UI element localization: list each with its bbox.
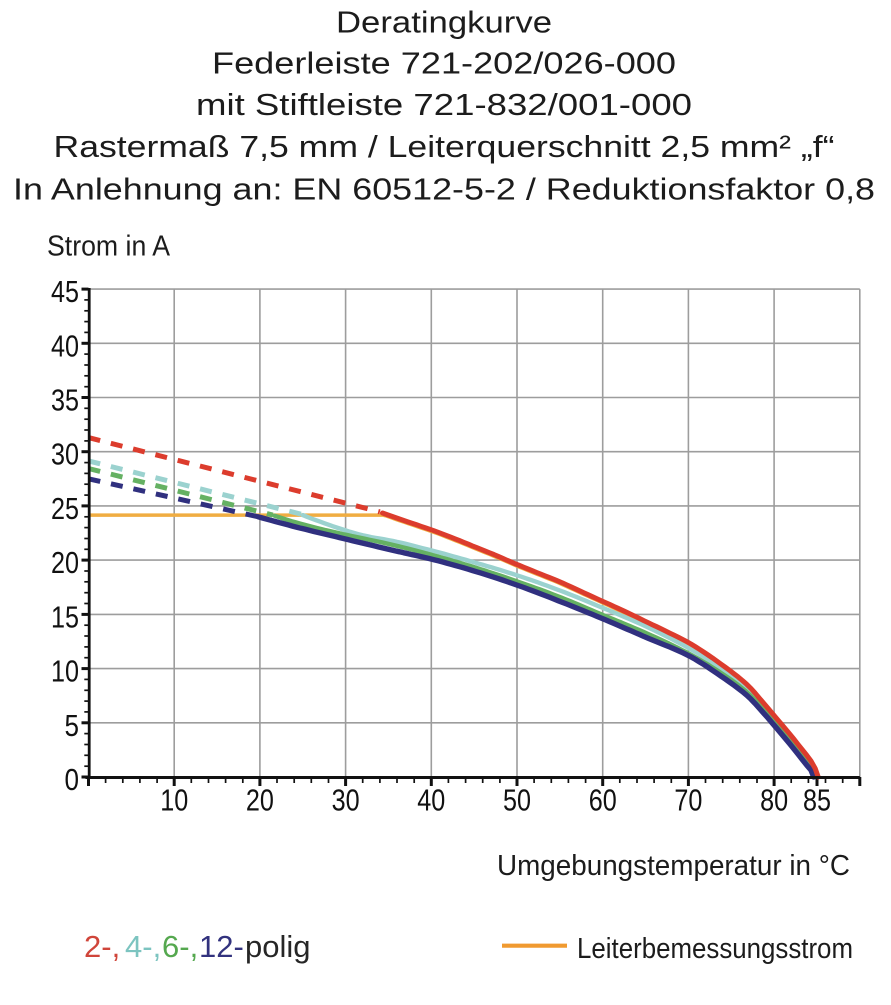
- svg-text:12-: 12-: [199, 929, 244, 964]
- svg-text:10: 10: [51, 654, 79, 689]
- svg-text:70: 70: [674, 783, 702, 818]
- svg-text:Umgebungstemperatur in °C: Umgebungstemperatur in °C: [497, 850, 850, 882]
- svg-text:85: 85: [803, 783, 831, 818]
- svg-text:20: 20: [246, 783, 274, 818]
- svg-text:30: 30: [51, 437, 79, 472]
- svg-text:5: 5: [65, 708, 80, 743]
- svg-text:polig: polig: [245, 929, 311, 964]
- svg-text:15: 15: [51, 599, 79, 634]
- svg-text:Rastermaß 7,5 mm / Leiterquers: Rastermaß 7,5 mm / Leiterquerschnitt 2,5…: [54, 129, 835, 164]
- svg-text:6-,: 6-,: [162, 929, 198, 964]
- svg-text:60: 60: [589, 783, 617, 818]
- svg-text:Leiterbemessungsstrom: Leiterbemessungsstrom: [577, 933, 853, 965]
- svg-text:20: 20: [51, 545, 79, 580]
- svg-text:25: 25: [51, 491, 79, 526]
- svg-text:50: 50: [503, 783, 531, 818]
- svg-text:0: 0: [65, 762, 80, 797]
- svg-text:30: 30: [332, 783, 360, 818]
- svg-text:In Anlehnung an: EN 60512-5-2: In Anlehnung an: EN 60512-5-2 / Reduktio…: [13, 172, 875, 207]
- svg-text:Strom in A: Strom in A: [47, 231, 171, 263]
- svg-text:45: 45: [51, 274, 79, 309]
- svg-text:40: 40: [417, 783, 445, 818]
- svg-text:40: 40: [51, 328, 79, 363]
- svg-text:80: 80: [760, 783, 788, 818]
- svg-text:Federleiste 721-202/026-000: Federleiste 721-202/026-000: [212, 46, 676, 81]
- svg-text:mit Stiftleiste 721-832/001-00: mit Stiftleiste 721-832/001-000: [196, 87, 692, 122]
- svg-text:10: 10: [160, 783, 188, 818]
- svg-text:35: 35: [51, 383, 79, 418]
- svg-text:2-,: 2-,: [84, 929, 120, 964]
- svg-text:4-,: 4-,: [125, 929, 161, 964]
- svg-text:Deratingkurve: Deratingkurve: [336, 5, 552, 40]
